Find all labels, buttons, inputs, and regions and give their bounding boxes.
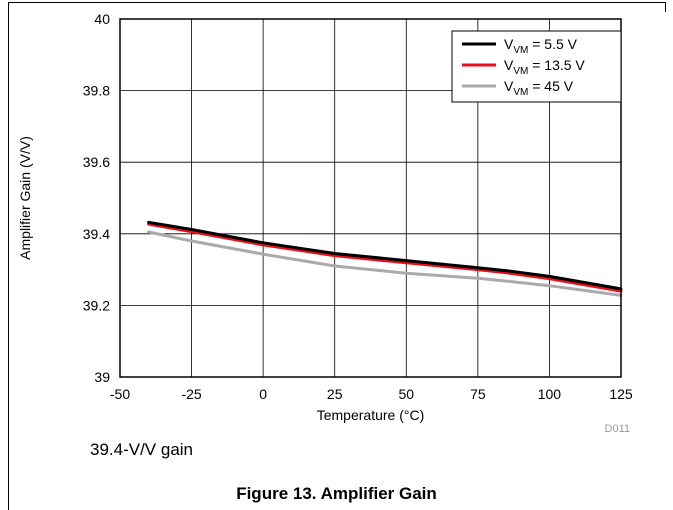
gain-chart: -50 -25 0 25 50 75 100 1253939.239.439.639.840 …	[17, 11, 633, 435]
x-tick-label: -25	[181, 386, 201, 402]
y-axis-label: Amplifier Gain (V/V)	[17, 136, 33, 260]
tick-labels: -50 -25 0 25 50 75 100 125 39 39.2 39.4 39.6 39.8 40	[83, 11, 633, 402]
plot-border	[119, 18, 622, 378]
figure-frame-left	[8, 2, 9, 510]
y-tick-label: 39	[94, 369, 110, 385]
y-tick-label: 40	[94, 11, 110, 27]
figure-frame-top	[8, 2, 665, 3]
x-tick-label: 25	[327, 386, 343, 402]
y-tick-label: 39.4	[83, 226, 110, 242]
x-tick-label: 0	[259, 386, 267, 402]
figure-frame-right	[665, 2, 666, 12]
figure-caption: 39.4-V/V gain	[90, 440, 194, 459]
series-line	[147, 220, 623, 291]
legend-entry-label: VVM = 45 V	[504, 78, 574, 98]
legend-entry-label: VVM = 5.5 V	[504, 36, 578, 56]
x-axis-label: Temperature (°C)	[317, 407, 425, 423]
x-tick-label: -50	[110, 386, 130, 402]
figure-title: Figure 13. Amplifier Gain	[236, 484, 437, 503]
series-line	[147, 230, 623, 297]
x-tick-label: 50	[398, 386, 414, 402]
y-tick-label: 39.8	[83, 83, 110, 99]
series-line	[147, 222, 623, 293]
x-tick-label: 125	[609, 386, 633, 402]
chart-series	[147, 220, 623, 297]
figure-code: D011	[605, 423, 630, 435]
x-tick-label: 75	[470, 386, 486, 402]
y-tick-label: 39.6	[83, 154, 110, 170]
y-tick-label: 39.2	[83, 297, 110, 313]
x-tick-label: 100	[538, 386, 562, 402]
legend-entry-label: VVM = 13.5 V	[504, 57, 585, 77]
